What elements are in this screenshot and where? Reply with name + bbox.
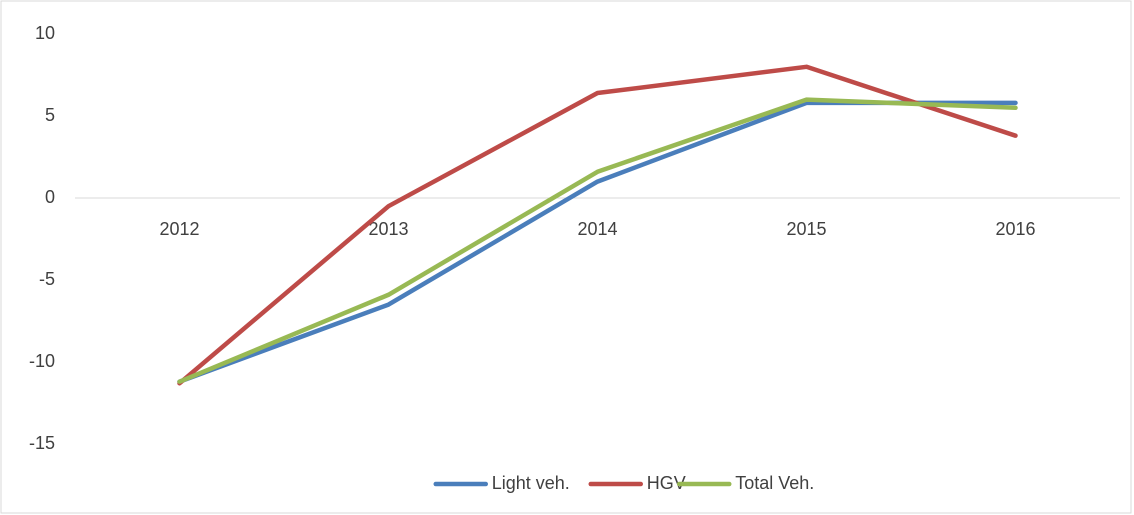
y-tick-label: 10: [35, 23, 55, 43]
y-tick-label: 0: [45, 187, 55, 207]
y-tick-label: -15: [29, 433, 55, 453]
y-tick-label: -5: [39, 269, 55, 289]
legend-label: Light veh.: [492, 473, 570, 493]
series-line: [177, 64, 1018, 386]
y-tick-label: 5: [45, 105, 55, 125]
legend-label: Total Veh.: [735, 473, 814, 493]
legend-label: HGV: [647, 473, 686, 493]
x-tick-label: 2016: [995, 219, 1035, 239]
x-tick-label: 2012: [159, 219, 199, 239]
y-tick-label: -10: [29, 351, 55, 371]
x-tick-label: 2014: [577, 219, 617, 239]
x-tick-label: 2015: [786, 219, 826, 239]
x-tick-label: 2013: [368, 219, 408, 239]
series-line: [177, 97, 1018, 384]
